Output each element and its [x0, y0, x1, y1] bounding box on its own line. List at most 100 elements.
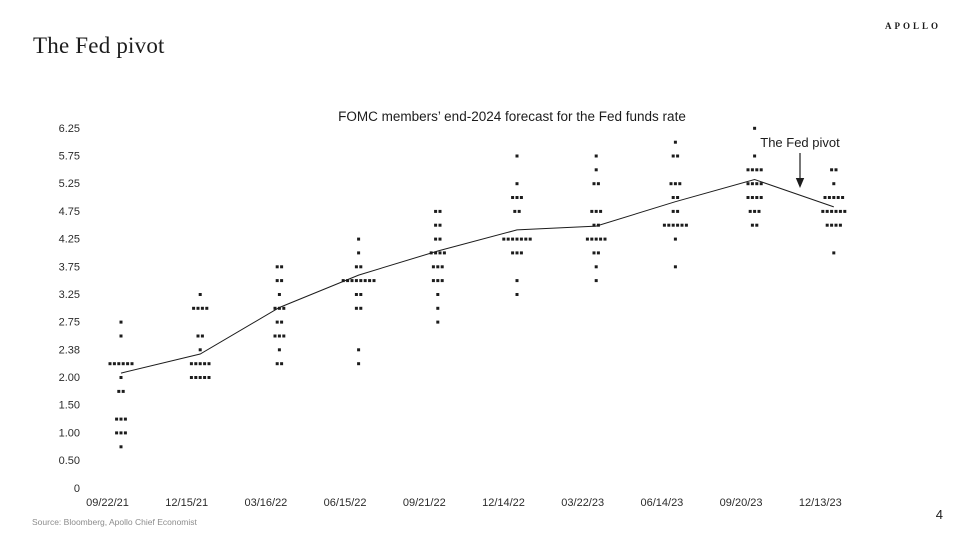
forecast-dot [434, 223, 438, 227]
x-tick-label: 09/21/22 [403, 497, 446, 509]
forecast-dot [519, 196, 523, 199]
forecast-dot [434, 209, 438, 213]
forecast-dot [436, 293, 440, 296]
annotation-label: The Fed pivot [760, 135, 840, 150]
forecast-dot [189, 362, 193, 366]
x-tick-label: 06/14/23 [640, 497, 683, 509]
forecast-dot [117, 362, 121, 366]
forecast-dot [746, 196, 750, 199]
forecast-dot [834, 209, 838, 213]
forecast-dot [431, 265, 435, 269]
forecast-dot [753, 126, 757, 130]
x-tick-label: 09/22/21 [86, 497, 129, 509]
forecast-dot [590, 237, 594, 241]
forecast-dot [669, 182, 673, 186]
forecast-dot [515, 154, 519, 158]
forecast-dot [511, 237, 515, 241]
forecast-dot [673, 265, 677, 269]
forecast-dot [357, 362, 361, 366]
forecast-dot [198, 293, 202, 296]
forecast-dot [680, 223, 684, 227]
forecast-dot [273, 334, 277, 338]
forecast-dot [671, 154, 675, 158]
forecast-dot [750, 168, 754, 172]
forecast-dot [273, 306, 277, 310]
forecast-dot [684, 223, 688, 227]
forecast-dot [755, 196, 759, 199]
forecast-dot [280, 265, 284, 269]
forecast-dot [671, 223, 675, 227]
forecast-dot [198, 376, 202, 379]
forecast-dot [662, 223, 666, 227]
chart-title: FOMC members’ end-2024 forecast for the … [338, 109, 686, 124]
y-tick-label: 2.75 [59, 317, 80, 329]
x-tick-label: 09/20/23 [720, 497, 763, 509]
median-polyline [120, 178, 834, 374]
forecast-dot [678, 182, 682, 186]
forecast-dot [838, 209, 842, 213]
forecast-dot [198, 362, 202, 366]
forecast-dot [671, 196, 675, 199]
forecast-dot [827, 196, 831, 199]
forecast-dot [196, 306, 200, 310]
forecast-dot [108, 362, 112, 366]
y-tick-label: 1.50 [59, 400, 80, 412]
y-tick-label: 0 [74, 483, 80, 495]
arrow-down-icon [795, 178, 805, 188]
forecast-dot [823, 196, 827, 199]
forecast-dot [759, 182, 763, 186]
forecast-dot [841, 196, 845, 199]
forecast-dot [205, 306, 209, 310]
forecast-dot [511, 196, 515, 199]
forecast-dot [119, 431, 123, 435]
forecast-dot [825, 209, 829, 213]
forecast-dot [592, 182, 596, 186]
forecast-dot [282, 306, 286, 310]
forecast-dot [115, 431, 119, 435]
forecast-dot [750, 223, 754, 227]
forecast-dot [832, 182, 836, 186]
forecast-dot [275, 279, 279, 283]
y-tick-label: 0.50 [59, 455, 80, 467]
forecast-dot [594, 237, 598, 241]
forecast-dot [357, 251, 361, 255]
y-tick-label: 2.38 [59, 344, 80, 356]
forecast-dot [596, 182, 600, 186]
forecast-dot [832, 251, 836, 255]
x-tick-label: 12/14/22 [482, 497, 525, 509]
forecast-dot [515, 182, 519, 186]
forecast-dot [434, 237, 438, 241]
forecast-dot [350, 279, 354, 283]
forecast-dot [282, 334, 286, 338]
forecast-dot [594, 279, 598, 283]
forecast-dot [513, 209, 517, 213]
forecast-dot [755, 182, 759, 186]
forecast-dot [594, 168, 598, 172]
forecast-dot [515, 237, 519, 241]
forecast-dot [119, 334, 123, 338]
forecast-dots [108, 126, 847, 449]
forecast-dot [359, 265, 363, 269]
forecast-dot [825, 223, 829, 227]
forecast-dot [203, 376, 207, 379]
forecast-dot [759, 168, 763, 172]
forecast-dot [354, 279, 358, 283]
forecast-dot [821, 209, 825, 213]
forecast-dot [438, 209, 442, 213]
forecast-dot [506, 237, 510, 241]
forecast-dot [198, 348, 202, 352]
forecast-dot [189, 376, 193, 379]
forecast-dot [280, 279, 284, 283]
forecast-dot [207, 362, 211, 366]
y-tick-label: 3.25 [59, 289, 80, 301]
forecast-dot [673, 182, 677, 186]
forecast-dot [673, 237, 677, 241]
apollo-logo: APOLLO [884, 21, 941, 31]
forecast-dot [119, 320, 123, 324]
forecast-dot [194, 376, 198, 379]
forecast-dot [748, 209, 752, 213]
page-number: 4 [935, 507, 943, 522]
forecast-dot [119, 445, 123, 449]
forecast-dot [280, 362, 284, 366]
